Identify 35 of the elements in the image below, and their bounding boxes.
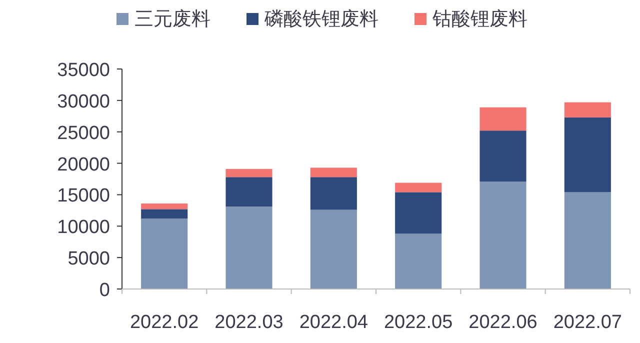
x-tick-label: 2022.07 — [553, 312, 622, 333]
x-tick-label: 2022.02 — [130, 312, 199, 333]
y-tick-label: 5000 — [68, 248, 110, 270]
x-tick-label: 2022.04 — [299, 312, 368, 333]
x-tick-label: 2022.06 — [468, 312, 538, 333]
bar — [564, 117, 611, 192]
bar — [480, 107, 526, 131]
bar — [226, 168, 272, 178]
bar — [480, 130, 526, 182]
y-tick-label: 10000 — [57, 217, 110, 238]
bar — [480, 182, 526, 289]
y-tick-label: 30000 — [57, 91, 110, 112]
bar — [141, 209, 188, 219]
bar — [564, 192, 611, 289]
y-tick-label: 0 — [99, 280, 110, 301]
legend-label: 磷酸铁锂废料 — [264, 8, 378, 30]
bar — [226, 177, 272, 207]
legend-label: 钴酸锂废料 — [432, 8, 528, 30]
bar — [141, 218, 188, 289]
bar — [141, 204, 188, 210]
bar — [564, 102, 611, 118]
bar — [395, 182, 442, 192]
x-tick-label: 2022.05 — [384, 312, 453, 333]
bar — [310, 210, 357, 289]
bar — [395, 192, 442, 234]
legend-label: 三元废料 — [134, 8, 210, 30]
bar — [310, 177, 357, 210]
y-tick-label: 35000 — [57, 60, 110, 81]
y-tick-label: 15000 — [57, 186, 110, 207]
y-tick-label: 25000 — [57, 122, 110, 144]
y-tick-label: 20000 — [57, 154, 110, 176]
x-tick-label: 2022.03 — [214, 312, 284, 333]
bar — [395, 234, 442, 289]
bar — [226, 206, 272, 289]
bar — [310, 168, 357, 178]
